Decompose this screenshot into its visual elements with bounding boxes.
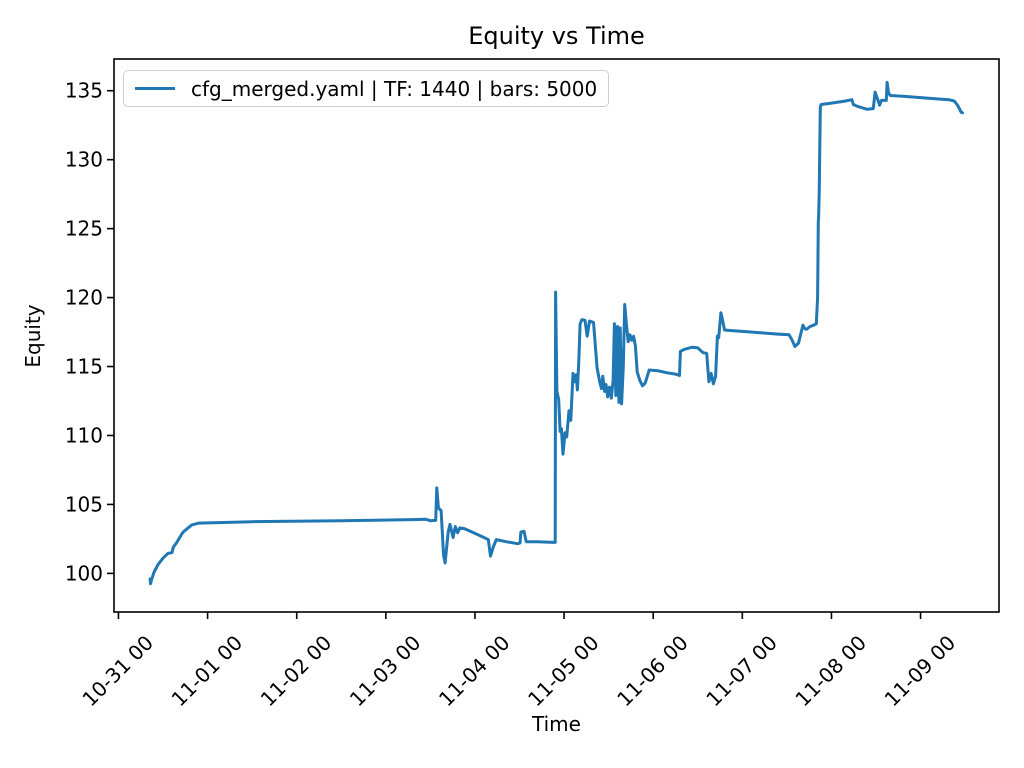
y-tick-label: 130 — [65, 148, 103, 172]
x-tick-label: 11-03 00 — [345, 631, 426, 712]
x-tick-label: 11-07 00 — [701, 631, 782, 712]
y-tick-label: 100 — [65, 561, 103, 585]
equity-line — [148, 80, 964, 586]
legend: cfg_merged.yaml | TF: 1440 | bars: 5000 — [123, 70, 610, 107]
legend-line-swatch — [135, 87, 175, 90]
y-tick-label: 105 — [65, 492, 103, 516]
x-tick-label: 11-05 00 — [523, 631, 604, 712]
x-tick-label: 11-01 00 — [167, 631, 248, 712]
x-tick-label: 10-31 00 — [77, 631, 158, 712]
x-tick-label: 11-08 00 — [790, 631, 871, 712]
y-tick-label: 110 — [65, 423, 103, 447]
y-tick-label: 135 — [65, 79, 103, 103]
y-tick-label: 125 — [65, 217, 103, 241]
y-tick-label: 120 — [65, 286, 103, 310]
y-tick-label: 115 — [65, 355, 103, 379]
axes-spines — [113, 58, 1000, 613]
x-tick-label: 11-06 00 — [612, 631, 693, 712]
x-axis-label: Time — [532, 712, 581, 736]
x-tick-label: 11-02 00 — [256, 631, 337, 712]
x-tick-label: 11-09 00 — [880, 631, 961, 712]
chart-title: Equity vs Time — [468, 22, 645, 50]
x-tick-label: 11-04 00 — [434, 631, 515, 712]
legend-label: cfg_merged.yaml | TF: 1440 | bars: 5000 — [191, 76, 598, 101]
